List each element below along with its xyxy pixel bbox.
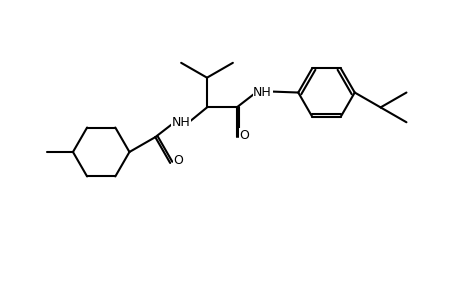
- Text: NH: NH: [171, 116, 190, 129]
- Text: NH: NH: [252, 86, 271, 99]
- Text: O: O: [239, 129, 249, 142]
- Text: O: O: [173, 154, 183, 167]
